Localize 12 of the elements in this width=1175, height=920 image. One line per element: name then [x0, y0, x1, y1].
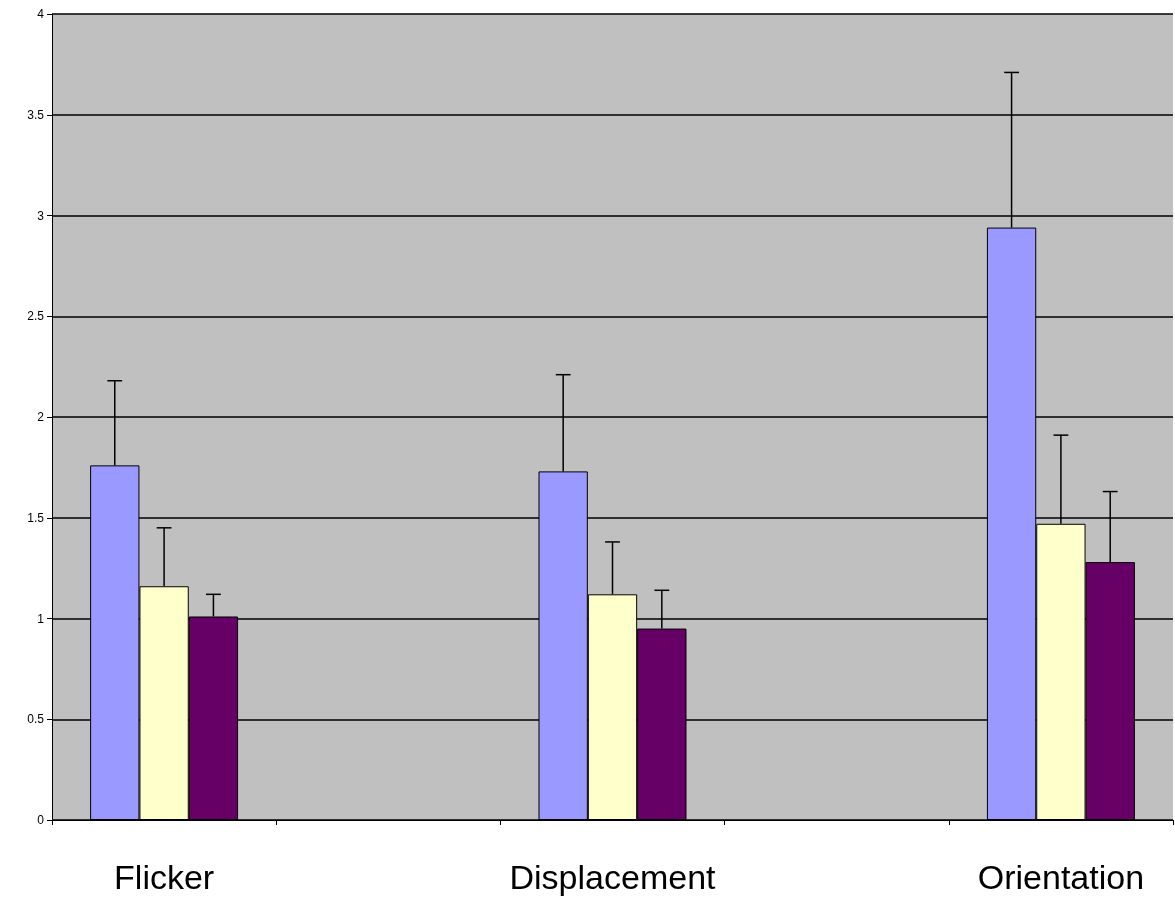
x-tick-label: Flicker: [114, 858, 215, 896]
y-tick-label: 0: [37, 813, 45, 827]
x-tick-label: Orientation: [977, 858, 1145, 896]
y-tick-label: 3.5: [27, 107, 45, 122]
y-tick-label: 0.5: [27, 712, 45, 727]
y-tick-label: 2: [37, 410, 45, 424]
y-tick-label: 2.5: [27, 309, 45, 324]
y-tick-label: 1: [37, 611, 45, 626]
y-tick-label: 4: [37, 7, 45, 21]
y-tick-label: 1.5: [27, 510, 45, 525]
y-tick-label: 3: [37, 208, 45, 223]
x-tick-label: Displacement: [509, 858, 717, 896]
